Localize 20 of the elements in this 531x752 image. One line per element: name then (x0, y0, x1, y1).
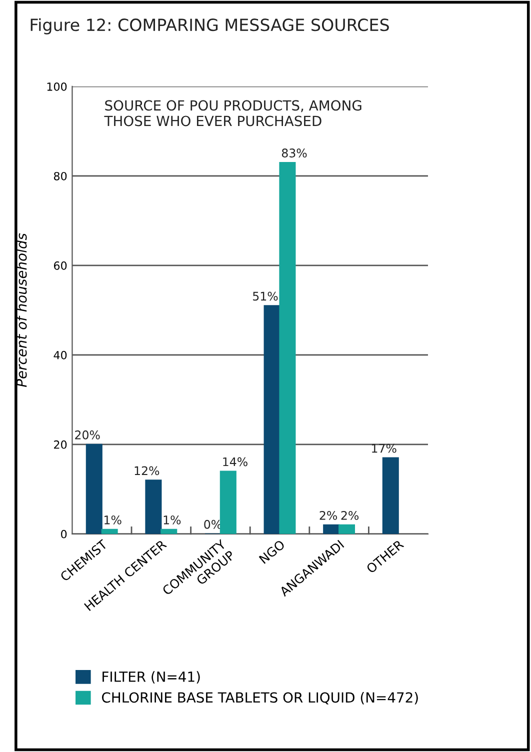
data-label: 2% (341, 510, 359, 520)
data-label: 17% (372, 444, 396, 453)
y-tick-label: 20 (54, 440, 67, 449)
data-label: 83% (282, 148, 307, 158)
data-label: 1% (164, 515, 181, 524)
legend-label: FILTER (N=41) (102, 671, 200, 684)
data-label: 51% (253, 292, 278, 301)
data-label: 12% (134, 466, 160, 476)
y-tick-label: 60 (54, 261, 67, 270)
data-label: 20% (75, 430, 100, 440)
text: SOURCE OF POU PRODUCTS, AMONG THOSE WHO EVER PURCHASED (104, 100, 362, 126)
data-label: 14% (223, 457, 248, 466)
y-tick-label: 0 (61, 530, 67, 538)
chart-title: Figure 12: COMPARING MESSAGE SOURCES (30, 18, 389, 34)
legend-label: CHLORINE BASE TABLETS OR LIQUID (N=472) (102, 692, 418, 704)
data-label: 2% (320, 510, 338, 520)
data-label: 1% (104, 515, 122, 524)
y-tick-label: 100 (47, 82, 67, 91)
y-tick-label: 80 (54, 172, 67, 180)
y-tick-label: 40 (54, 350, 67, 360)
